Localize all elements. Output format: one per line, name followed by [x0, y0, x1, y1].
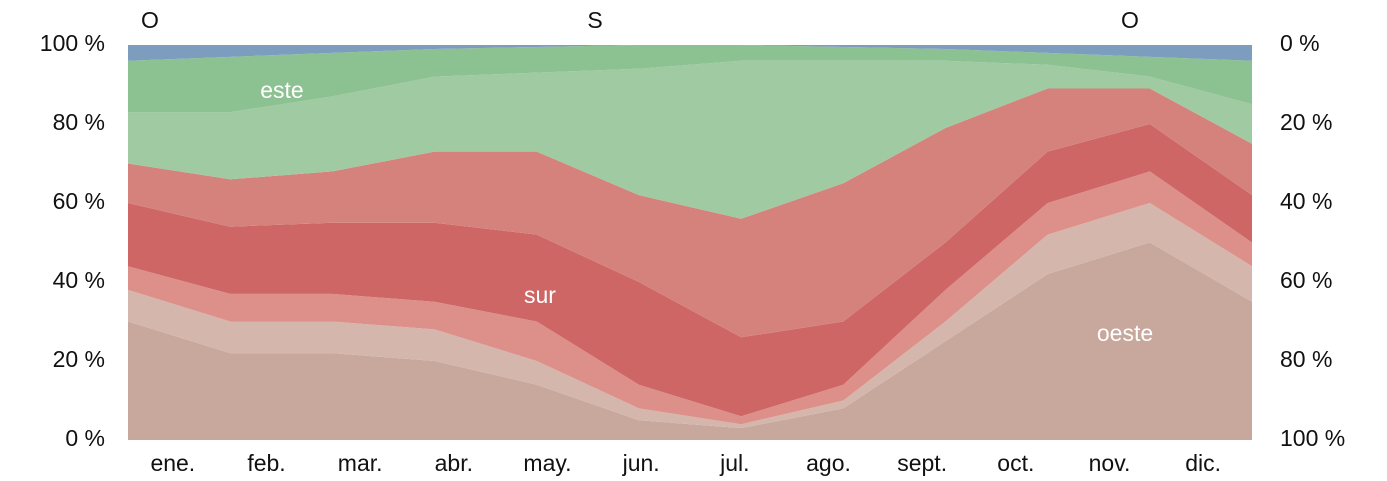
- x-tick-label: nov.: [1089, 450, 1131, 476]
- y2-tick-label: 20 %: [1280, 109, 1332, 135]
- area: [128, 124, 1252, 417]
- x-tick-label: mar.: [338, 450, 383, 476]
- area: [128, 88, 1252, 338]
- y2-tick-label: 40 %: [1280, 188, 1332, 214]
- x-tick-label: sept.: [897, 450, 947, 476]
- direction-label: S: [587, 7, 602, 33]
- y-tick-label: 40 %: [53, 267, 105, 293]
- area: [128, 45, 1252, 113]
- annotation: oeste: [1097, 320, 1153, 346]
- x-tick-label: ene.: [150, 450, 195, 476]
- x-tick-label: feb.: [247, 450, 285, 476]
- direction-label: O: [1121, 7, 1139, 33]
- area: [128, 60, 1252, 219]
- x-tick-label: may.: [523, 450, 571, 476]
- annotation: este: [260, 77, 303, 103]
- y-tick-label: 100 %: [40, 30, 105, 56]
- x-tick-label: ago.: [806, 450, 851, 476]
- annotation: sur: [524, 282, 556, 308]
- area: [128, 171, 1252, 425]
- area: [128, 45, 1252, 61]
- y2-tick-label: 0 %: [1280, 30, 1320, 56]
- x-tick-label: abr.: [435, 450, 473, 476]
- y-tick-label: 60 %: [53, 188, 105, 214]
- y2-tick-label: 100 %: [1280, 425, 1345, 451]
- x-tick-label: dic.: [1185, 450, 1221, 476]
- direction-label: O: [141, 7, 159, 33]
- y2-tick-label: 60 %: [1280, 267, 1332, 293]
- y-tick-label: 80 %: [53, 109, 105, 135]
- area: [128, 242, 1252, 440]
- x-tick-label: jul.: [719, 450, 749, 476]
- x-tick-label: jun.: [622, 450, 660, 476]
- y2-tick-label: 80 %: [1280, 346, 1332, 372]
- area: [128, 203, 1252, 429]
- x-tick-label: oct.: [997, 450, 1034, 476]
- y-tick-label: 20 %: [53, 346, 105, 372]
- y-tick-label: 0 %: [65, 425, 105, 451]
